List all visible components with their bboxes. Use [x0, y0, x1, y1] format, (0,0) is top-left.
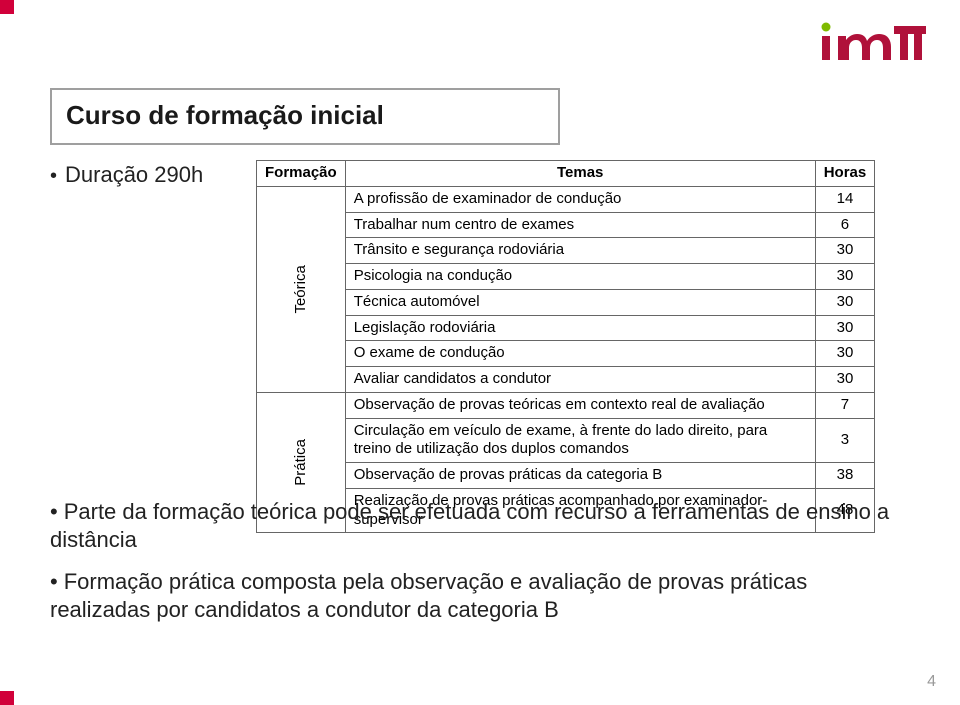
brand-logo: [820, 20, 932, 64]
th-temas: Temas: [345, 161, 815, 187]
cell-horas: 14: [815, 186, 875, 212]
cell-tema: Trabalhar num centro de exames: [345, 212, 815, 238]
cell-tema: Observação de provas práticas da categor…: [345, 463, 815, 489]
group-label-text: Teórica: [291, 265, 310, 313]
cell-horas: 38: [815, 463, 875, 489]
table-row: Legislação rodoviária30: [257, 315, 875, 341]
cell-tema: Legislação rodoviária: [345, 315, 815, 341]
cell-tema: Psicologia na condução: [345, 264, 815, 290]
th-formacao: Formação: [257, 161, 346, 187]
cell-horas: 30: [815, 289, 875, 315]
page-title: Curso de formação inicial: [66, 100, 544, 131]
cell-horas: 30: [815, 367, 875, 393]
table-row: Circulação em veículo de exame, à frente…: [257, 418, 875, 463]
table-row: PráticaObservação de provas teóricas em …: [257, 392, 875, 418]
th-horas: Horas: [815, 161, 875, 187]
table-row: Técnica automóvel30: [257, 289, 875, 315]
table-row: Trânsito e segurança rodoviária30: [257, 238, 875, 264]
table-row: Avaliar candidatos a condutor30: [257, 367, 875, 393]
table-row: Observação de provas práticas da categor…: [257, 463, 875, 489]
cell-horas: 30: [815, 238, 875, 264]
group-label-text: Prática: [291, 439, 310, 486]
table-row: TeóricaA profissão de examinador de cond…: [257, 186, 875, 212]
content-area: Duração 290h Formação Temas Horas Teóric…: [50, 160, 920, 533]
table-row: Psicologia na condução30: [257, 264, 875, 290]
cell-horas: 6: [815, 212, 875, 238]
group-label: Teórica: [257, 186, 346, 392]
cell-tema: Técnica automóvel: [345, 289, 815, 315]
curriculum-table: Formação Temas Horas TeóricaA profissão …: [256, 160, 875, 533]
cell-horas: 30: [815, 341, 875, 367]
title-box: Curso de formação inicial: [50, 88, 560, 145]
cell-tema: Circulação em veículo de exame, à frente…: [345, 418, 815, 463]
bullet-p1: Parte da formação teórica pode ser efetu…: [50, 498, 900, 554]
slide: Curso de formação inicial Duração 290h F…: [0, 0, 960, 705]
cell-horas: 3: [815, 418, 875, 463]
table-header-row: Formação Temas Horas: [257, 161, 875, 187]
cell-horas: 30: [815, 315, 875, 341]
corner-marker-bottom: [0, 691, 14, 705]
cell-tema: O exame de condução: [345, 341, 815, 367]
cell-tema: Trânsito e segurança rodoviária: [345, 238, 815, 264]
bullets-below: Parte da formação teórica pode ser efetu…: [50, 498, 900, 639]
table-row: Trabalhar num centro de exames6: [257, 212, 875, 238]
bullet-duration: Duração 290h: [50, 162, 236, 188]
corner-marker-top: [0, 0, 14, 14]
bullet-p2: Formação prática composta pela observaçã…: [50, 568, 900, 624]
table-row: O exame de condução30: [257, 341, 875, 367]
page-number: 4: [927, 673, 936, 691]
cell-tema: A profissão de examinador de condução: [345, 186, 815, 212]
cell-tema: Observação de provas teóricas em context…: [345, 392, 815, 418]
cell-horas: 7: [815, 392, 875, 418]
cell-tema: Avaliar candidatos a condutor: [345, 367, 815, 393]
cell-horas: 30: [815, 264, 875, 290]
